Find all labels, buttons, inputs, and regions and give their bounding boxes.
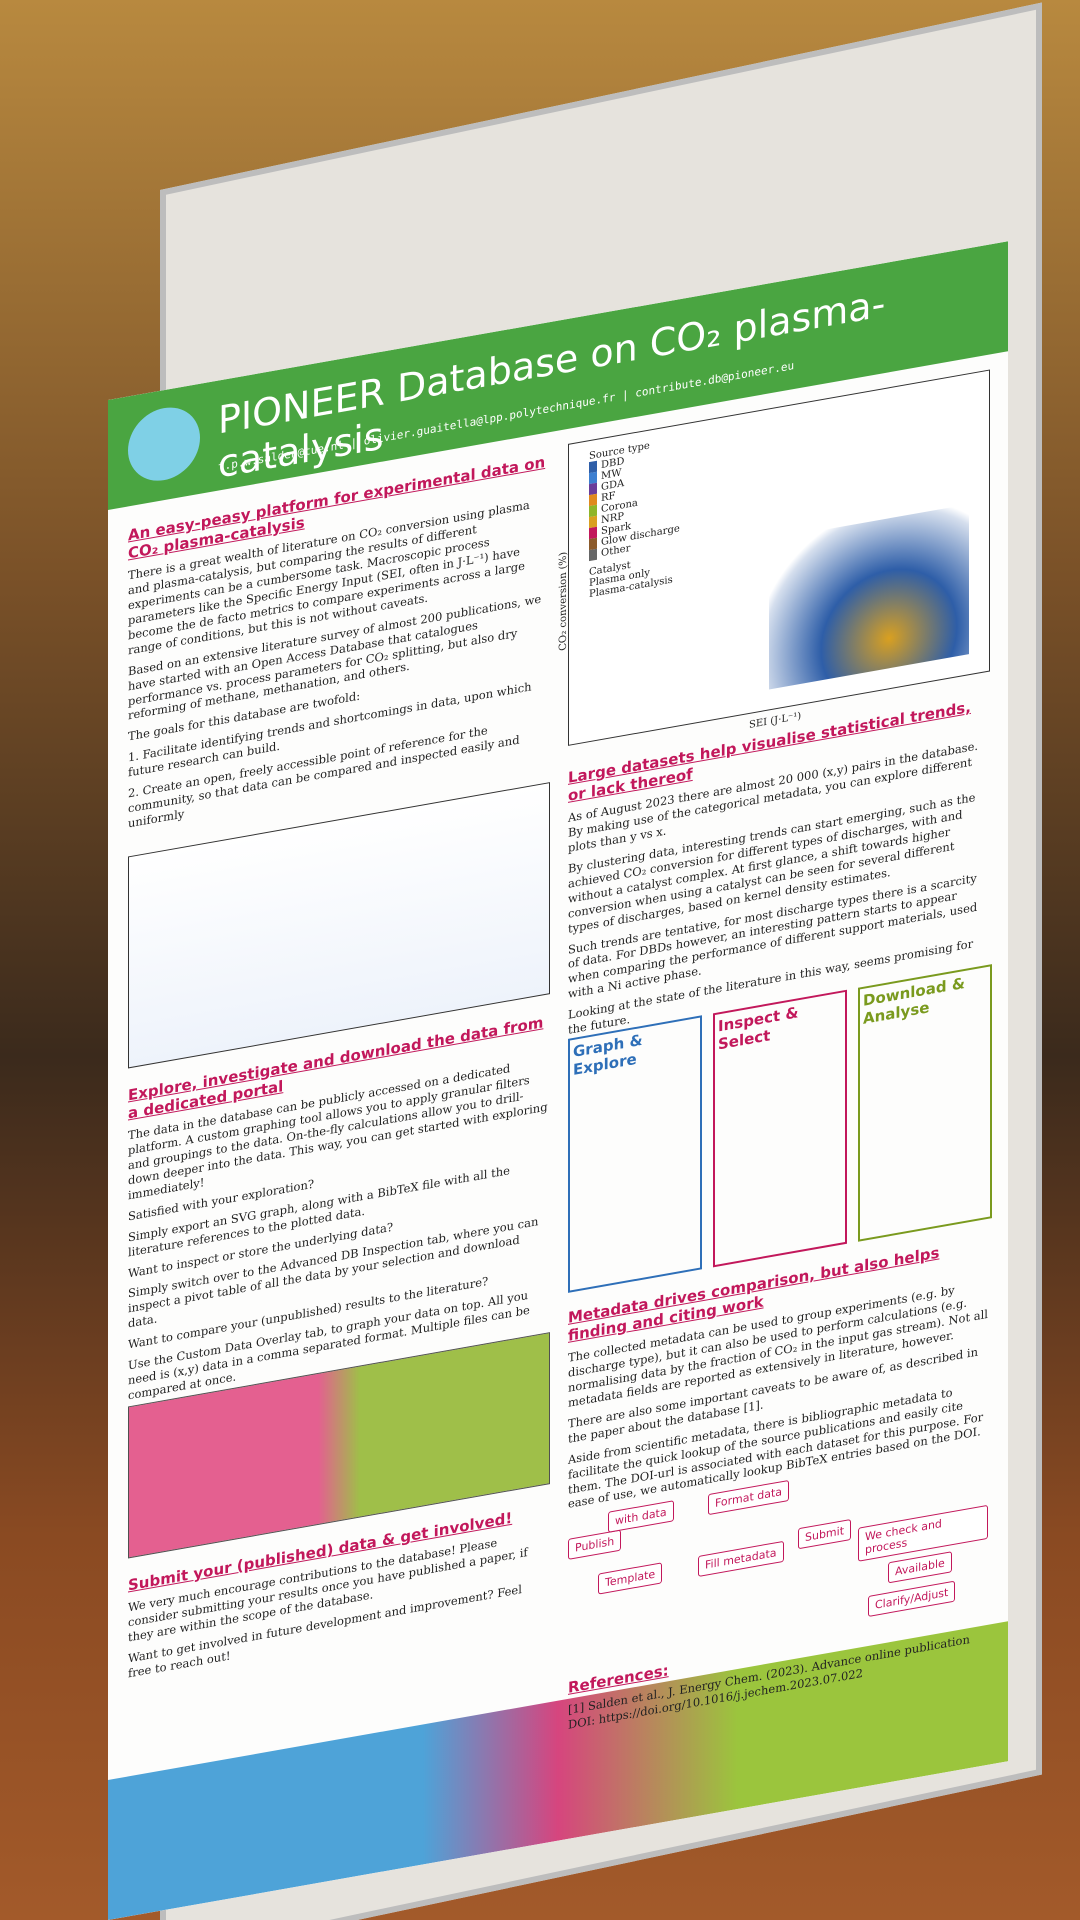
x-axis-label: SEI (J·L⁻¹) [749, 710, 802, 731]
legend: Source type DBD MW GDA RF Corona NRP Spark Glow … [589, 435, 680, 600]
panel: Inspect & Select [713, 989, 847, 1268]
logo [128, 401, 200, 487]
flow-step: Fill metadata [698, 1540, 784, 1577]
flow-step: Publish [568, 1529, 622, 1560]
flow-step: Submit [798, 1518, 852, 1550]
poster: PIONEER Database on CO₂ plasma-catalysis… [108, 241, 1008, 1920]
scatter-cloud [769, 504, 969, 690]
panel: Download & Analyse [858, 964, 992, 1242]
flow-step: We check and process [858, 1504, 988, 1562]
flow-step: Available [888, 1551, 952, 1584]
scatter-plot: Source type DBD MW GDA RF Corona NRP Spark Glow … [558, 369, 990, 746]
flow-step: Clarify/Adjust [868, 1580, 956, 1617]
y-axis-label: CO₂ conversion (%) [557, 550, 569, 652]
section: An easy-peasy platform for experimental … [128, 452, 548, 837]
panel: Graph & Explore [568, 1015, 702, 1293]
flow-step: Template [598, 1562, 663, 1595]
